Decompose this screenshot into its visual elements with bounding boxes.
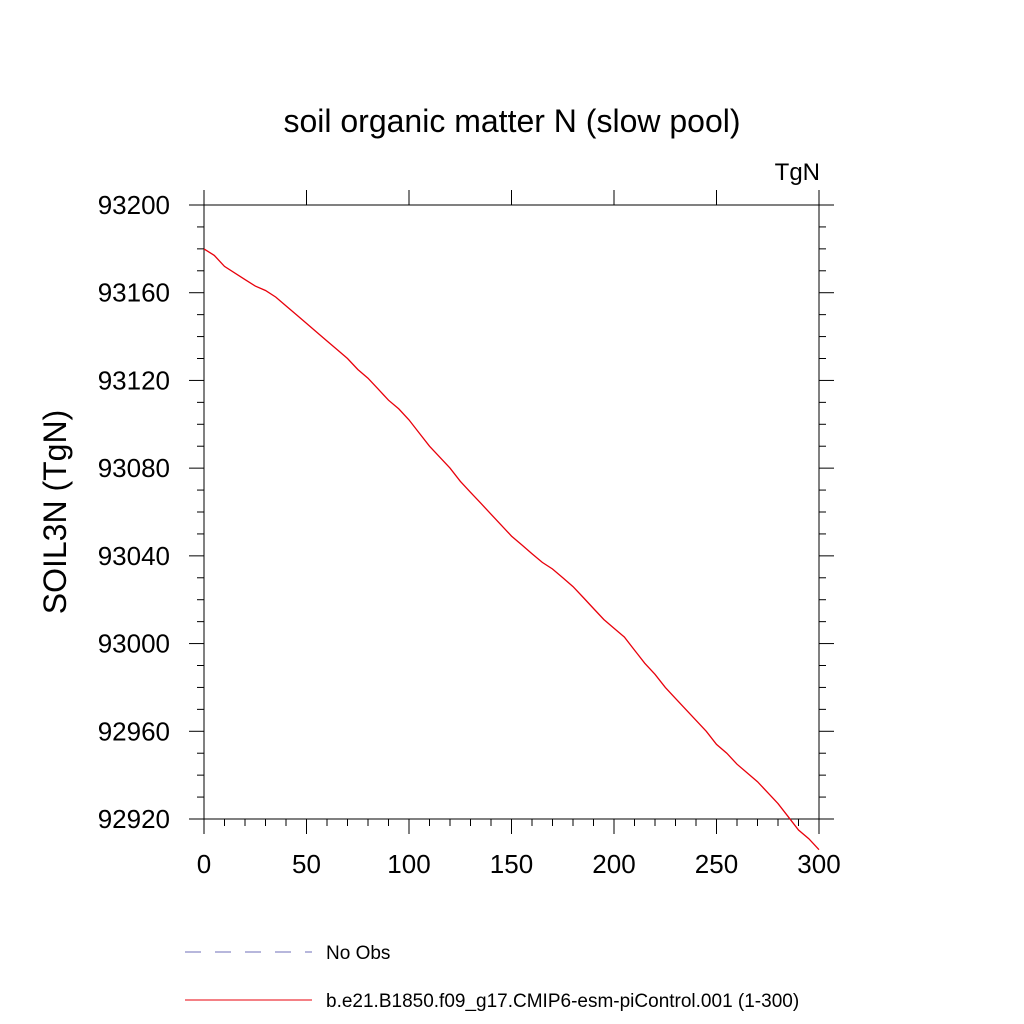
y-tick-label: 92960 xyxy=(98,716,170,746)
x-tick-label: 200 xyxy=(592,849,635,879)
plot-frame xyxy=(203,204,820,820)
x-tick-label: 150 xyxy=(490,849,533,879)
y-tick-label: 93080 xyxy=(98,453,170,483)
x-tick-label: 0 xyxy=(197,849,211,879)
units-label: TgN xyxy=(775,159,820,186)
x-tick-label: 100 xyxy=(387,849,430,879)
x-tick-label: 250 xyxy=(695,849,738,879)
chart-title: soil organic matter N (slow pool) xyxy=(283,103,740,139)
legend-label-1: b.e21.B1850.f09_g17.CMIP6-esm-piControl.… xyxy=(326,991,799,1012)
series-line-1 xyxy=(203,248,820,851)
y-tick-label: 93120 xyxy=(98,365,170,395)
y-tick-label: 93160 xyxy=(98,278,170,308)
x-tick-label: 300 xyxy=(797,849,840,879)
y-axis-label: SOIL3N (TgN) xyxy=(37,410,73,614)
y-tick-label: 92920 xyxy=(98,804,170,834)
y-tick-label: 93040 xyxy=(98,541,170,571)
y-tick-label: 93200 xyxy=(98,190,170,220)
legend: No Obs b.e21.B1850.f09_g17.CMIP6-esm-piCo… xyxy=(185,943,799,1012)
legend-label-0: No Obs xyxy=(326,943,390,964)
plot-area: 0 50 100 150 200 250 300 92920 92960 93000 93040 93… xyxy=(98,190,841,879)
x-tick-label: 50 xyxy=(292,849,321,879)
y-tick-label: 93000 xyxy=(98,629,170,659)
